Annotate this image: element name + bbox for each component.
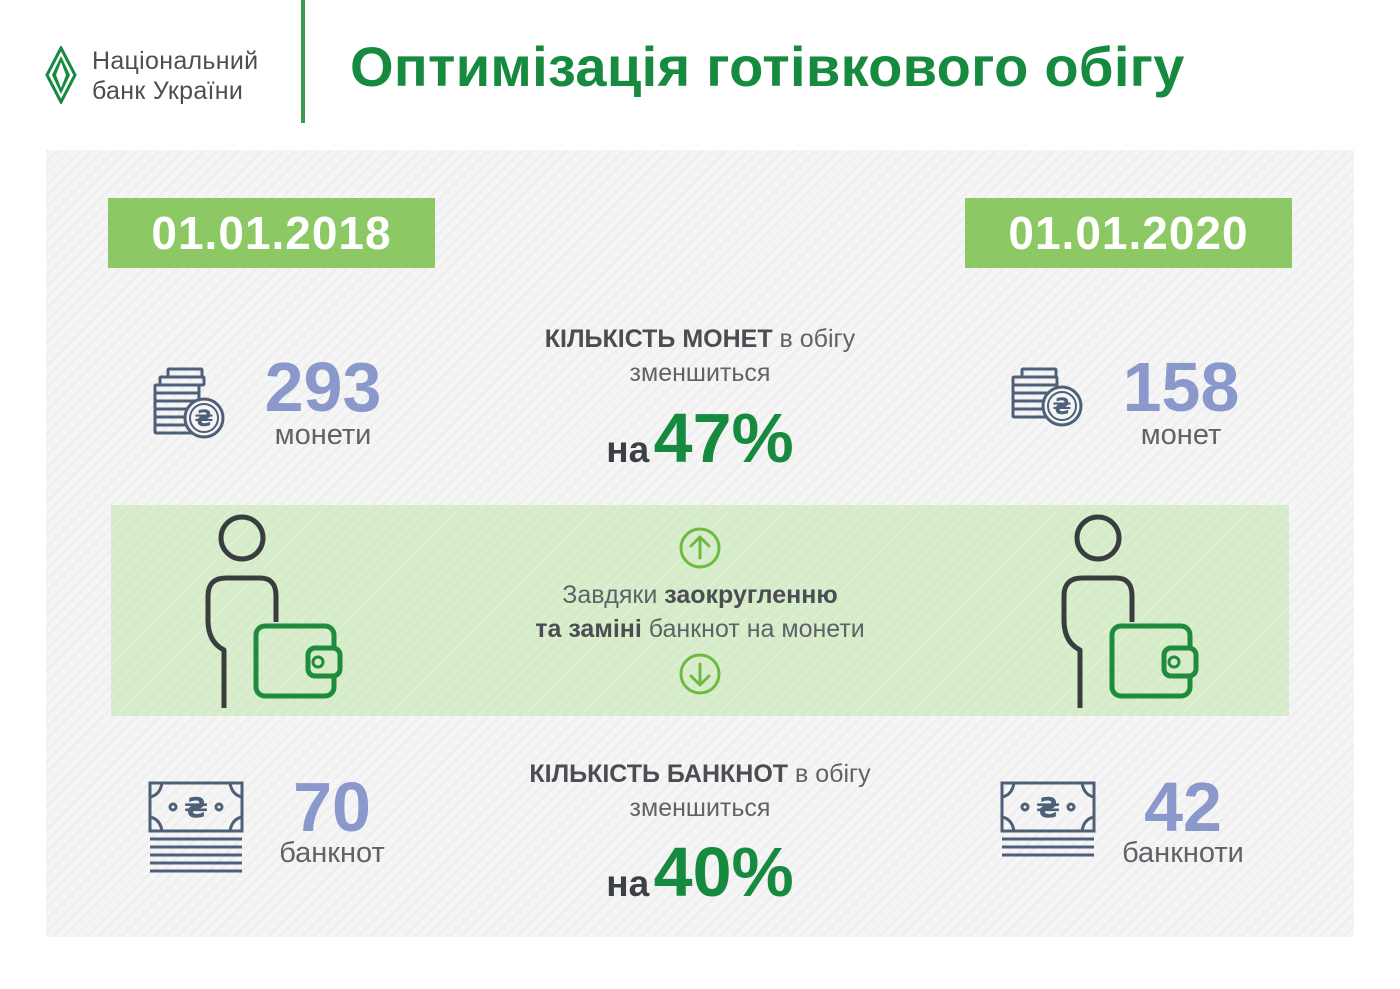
banknotes-value-2018: 70: [293, 768, 371, 846]
band-line2-plain: банкнот на монети: [641, 615, 865, 643]
logo-line-2: банк України: [92, 77, 244, 105]
banknotes-percent: на 40%: [430, 832, 970, 912]
svg-text:₴: ₴: [1036, 791, 1060, 824]
coins-value-2018: 293: [264, 348, 382, 426]
svg-text:₴: ₴: [184, 791, 208, 824]
banknotes-percent-prefix: на: [606, 863, 650, 904]
banknotes-caption: КІЛЬКІСТЬ БАНКНОТ в обігу зменшиться: [430, 757, 970, 825]
coins-value-2020: 158: [1122, 348, 1240, 426]
person-wallet-icon: [205, 514, 343, 708]
band-line1-bold: заокругленню: [664, 581, 838, 609]
page-title: Оптимізація готівкового обігу: [350, 35, 1185, 98]
coins-caption-line2: зменшиться: [629, 359, 771, 387]
coins-percent-value: 47%: [653, 399, 794, 477]
svg-text:₴: ₴: [195, 407, 214, 432]
band-caption: Завдяки заокругленню та заміні банкнот н…: [450, 578, 950, 646]
banknotes-unit-2020: банкноти: [1122, 837, 1244, 869]
nbu-logo: Національний банк України: [44, 40, 294, 110]
banknotes-icon: ₴: [1000, 781, 1096, 857]
coins-percent-prefix: на: [606, 429, 650, 470]
coins-unit-2018: монети: [274, 419, 372, 451]
arrow-up-circle-icon: [679, 527, 721, 569]
date-badge-2018: 01.01.2018: [108, 198, 435, 268]
coins-unit-2020: монет: [1140, 419, 1222, 451]
banknotes-icon: ₴: [148, 781, 244, 873]
coins-caption-bold: КІЛЬКІСТЬ МОНЕТ: [544, 325, 773, 353]
coins-caption: КІЛЬКІСТЬ МОНЕТ в обігу зменшиться: [430, 322, 970, 390]
coins-caption-rest: в обігу: [772, 325, 856, 353]
coins-percent: на 47%: [430, 398, 970, 478]
coins-stack-icon: ₴: [153, 367, 225, 439]
banknotes-value-2020: 42: [1144, 768, 1222, 846]
svg-text:₴: ₴: [1053, 395, 1072, 420]
header-divider: [301, 0, 305, 123]
banknotes-caption-rest: в обігу: [788, 760, 871, 788]
nbu-emblem-icon: [45, 46, 77, 104]
logo-line-1: Національний: [92, 47, 259, 75]
date-badge-2020: 01.01.2020: [965, 198, 1292, 268]
person-wallet-icon: [1061, 514, 1199, 708]
band-line1-plain: Завдяки: [562, 581, 665, 609]
banknotes-caption-line2: зменшиться: [629, 794, 771, 822]
band-line2-bold: та заміні: [535, 615, 642, 643]
arrow-down-circle-icon: [679, 653, 721, 695]
coins-stack-icon: ₴: [1011, 367, 1083, 427]
banknotes-caption-bold: КІЛЬКІСТЬ БАНКНОТ: [529, 760, 789, 788]
banknotes-unit-2018: банкнот: [279, 837, 385, 869]
banknotes-percent-value: 40%: [653, 833, 794, 911]
